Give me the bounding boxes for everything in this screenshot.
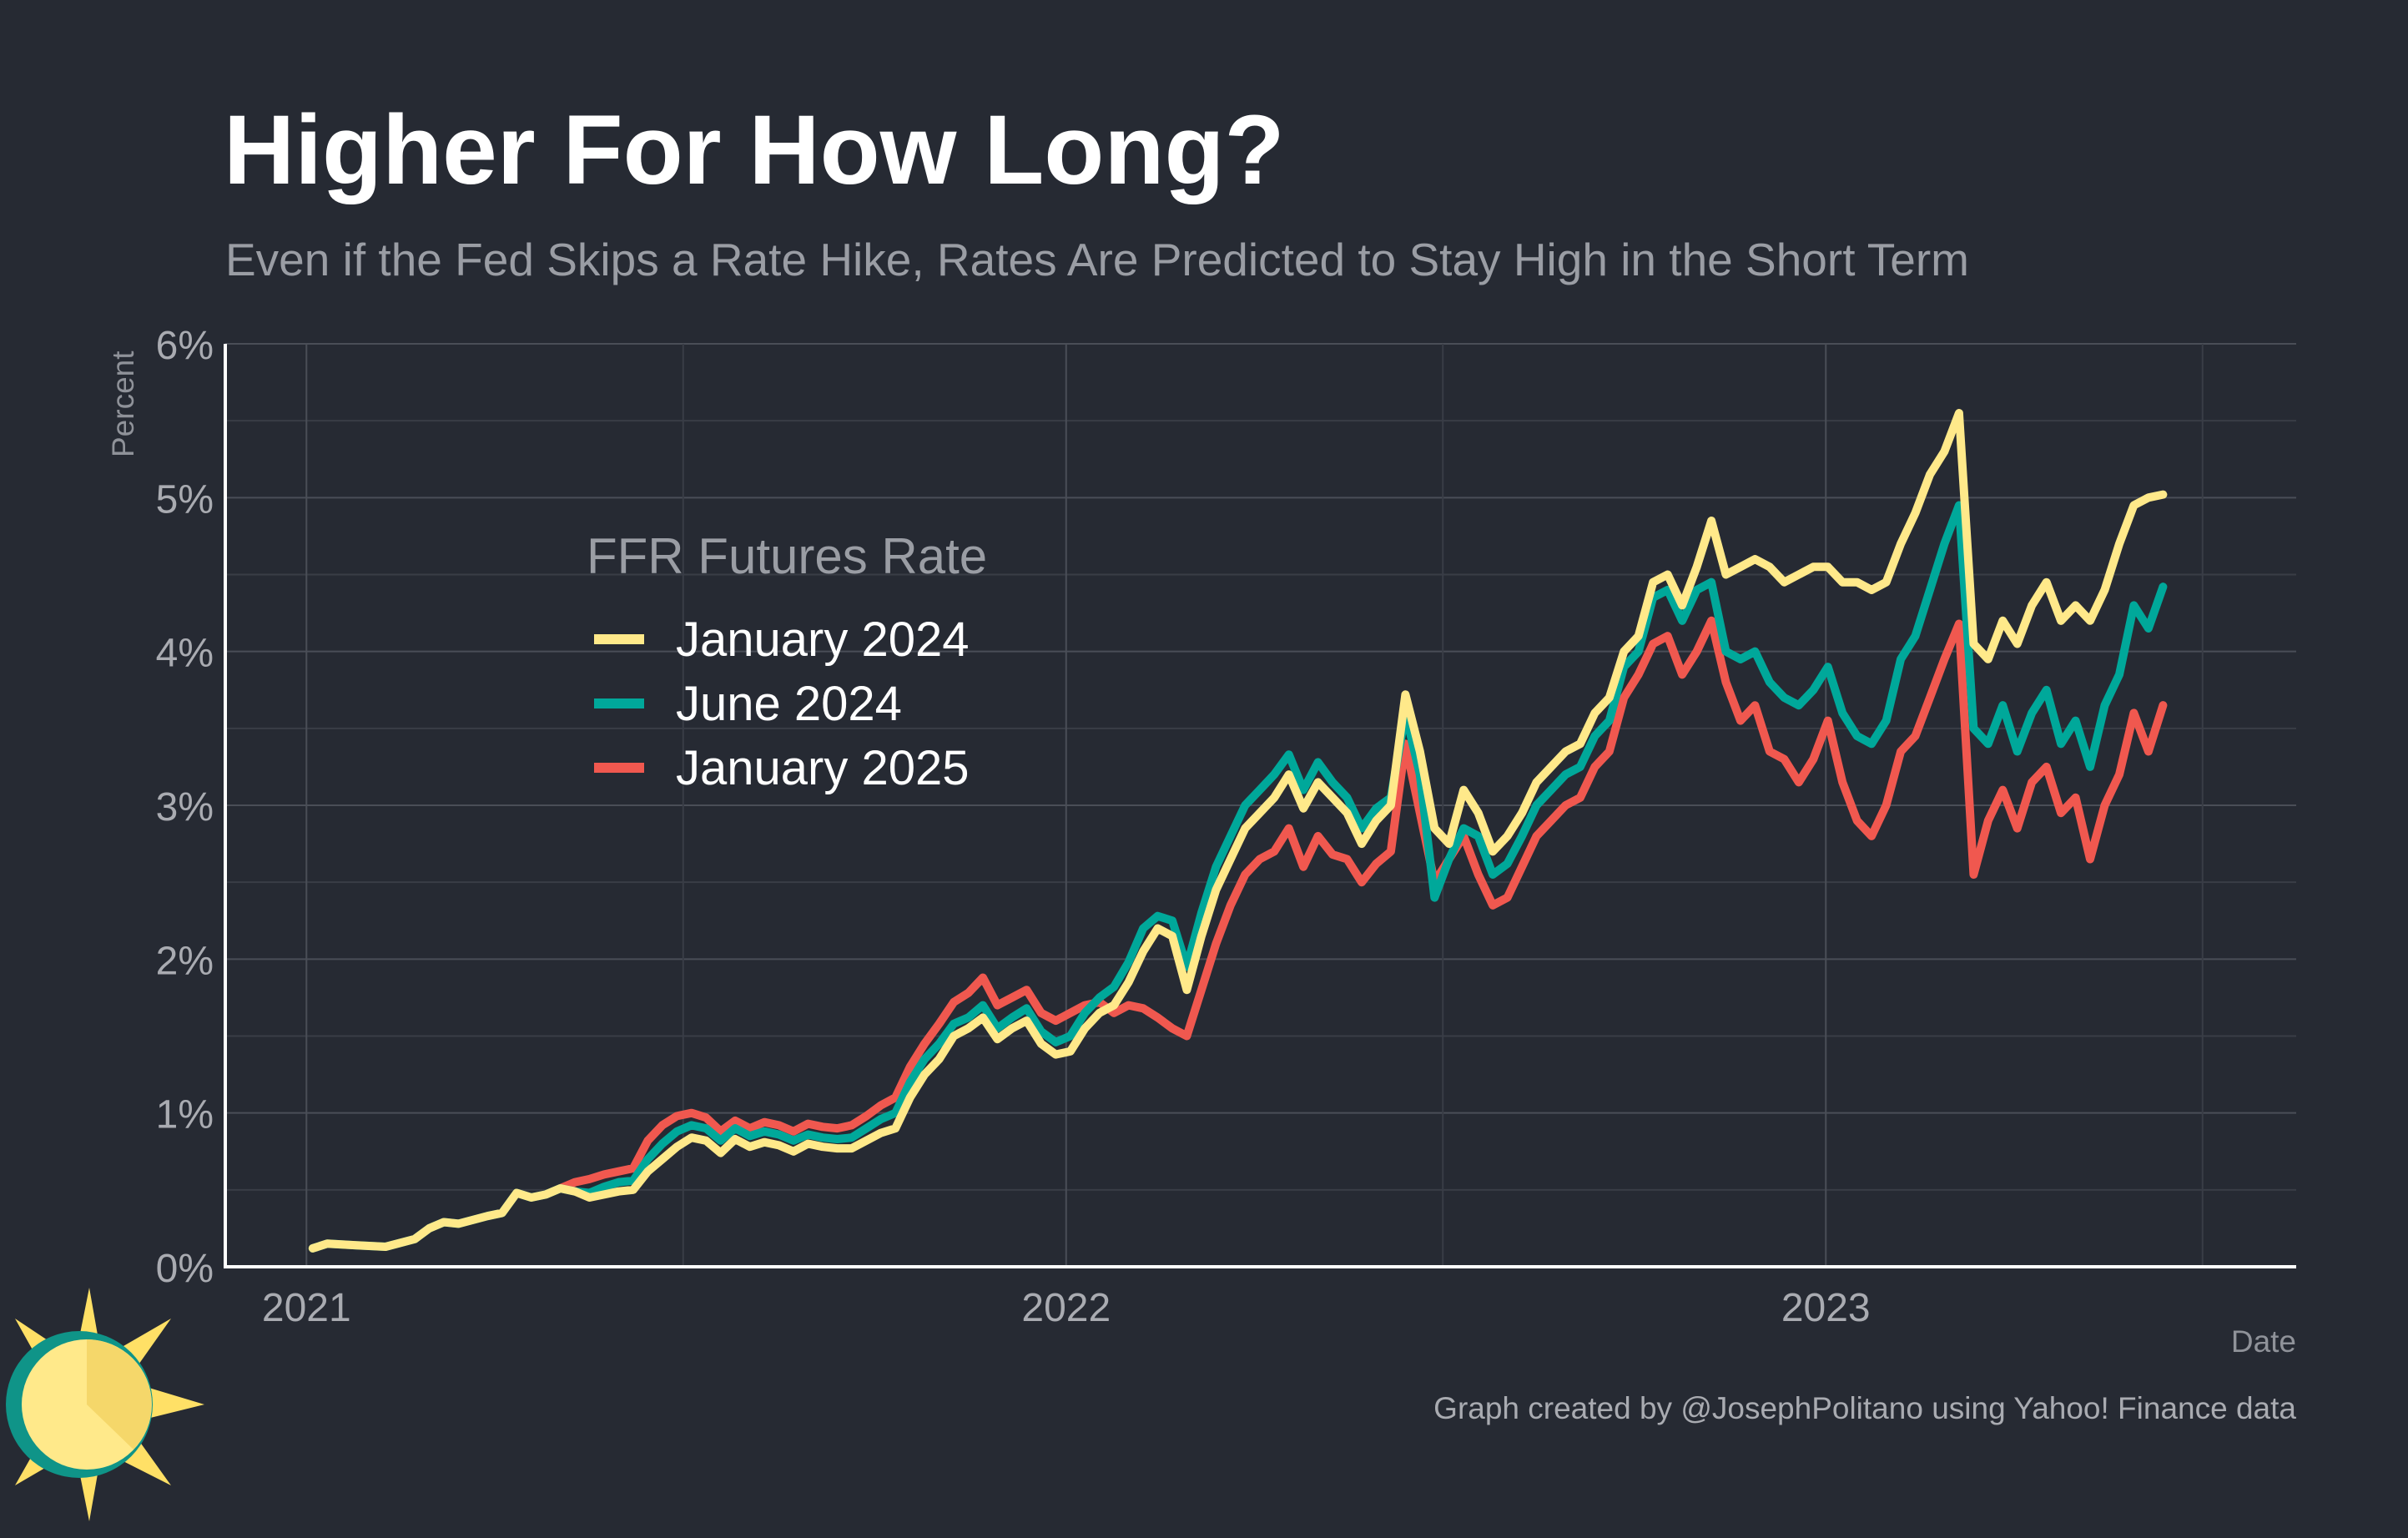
x-axis-ticks: 2021 2022 2023 bbox=[262, 1286, 1871, 1330]
y-tick-label: 5% bbox=[156, 477, 214, 522]
y-tick-label: 0% bbox=[156, 1247, 214, 1291]
chart-title: Higher For How Long? bbox=[224, 95, 1285, 205]
legend-label: June 2024 bbox=[676, 677, 902, 731]
y-tick-label: 1% bbox=[156, 1093, 214, 1137]
y-axis-title: Percent bbox=[106, 350, 140, 457]
x-tick-label: 2021 bbox=[262, 1286, 351, 1330]
x-tick-label: 2022 bbox=[1021, 1286, 1111, 1330]
legend-label: January 2024 bbox=[676, 613, 969, 667]
x-tick-label: 2023 bbox=[1781, 1286, 1871, 1330]
chart-subtitle: Even if the Fed Skips a Rate Hike, Rates… bbox=[225, 234, 1969, 285]
y-tick-label: 3% bbox=[156, 785, 214, 830]
series-line bbox=[308, 501, 2168, 1253]
series-line bbox=[556, 616, 2168, 1193]
y-tick-label: 4% bbox=[156, 632, 214, 676]
series-lines bbox=[308, 409, 2168, 1253]
legend: FFR Futures Rate January 2024 June 2024 Ja… bbox=[587, 528, 987, 795]
y-axis-ticks: 0% 1% 2% 3% 4% 5% 6% bbox=[156, 324, 214, 1291]
x-axis-title: Date bbox=[2231, 1324, 2296, 1359]
series-line bbox=[308, 409, 2168, 1253]
legend-label: January 2025 bbox=[676, 741, 969, 795]
sun-logo-icon bbox=[6, 1288, 204, 1521]
y-tick-label: 2% bbox=[156, 939, 214, 983]
y-tick-label: 6% bbox=[156, 324, 214, 368]
legend-title: FFR Futures Rate bbox=[587, 528, 987, 584]
chart-caption: Graph created by @JosephPolitano using Y… bbox=[1433, 1391, 2296, 1425]
